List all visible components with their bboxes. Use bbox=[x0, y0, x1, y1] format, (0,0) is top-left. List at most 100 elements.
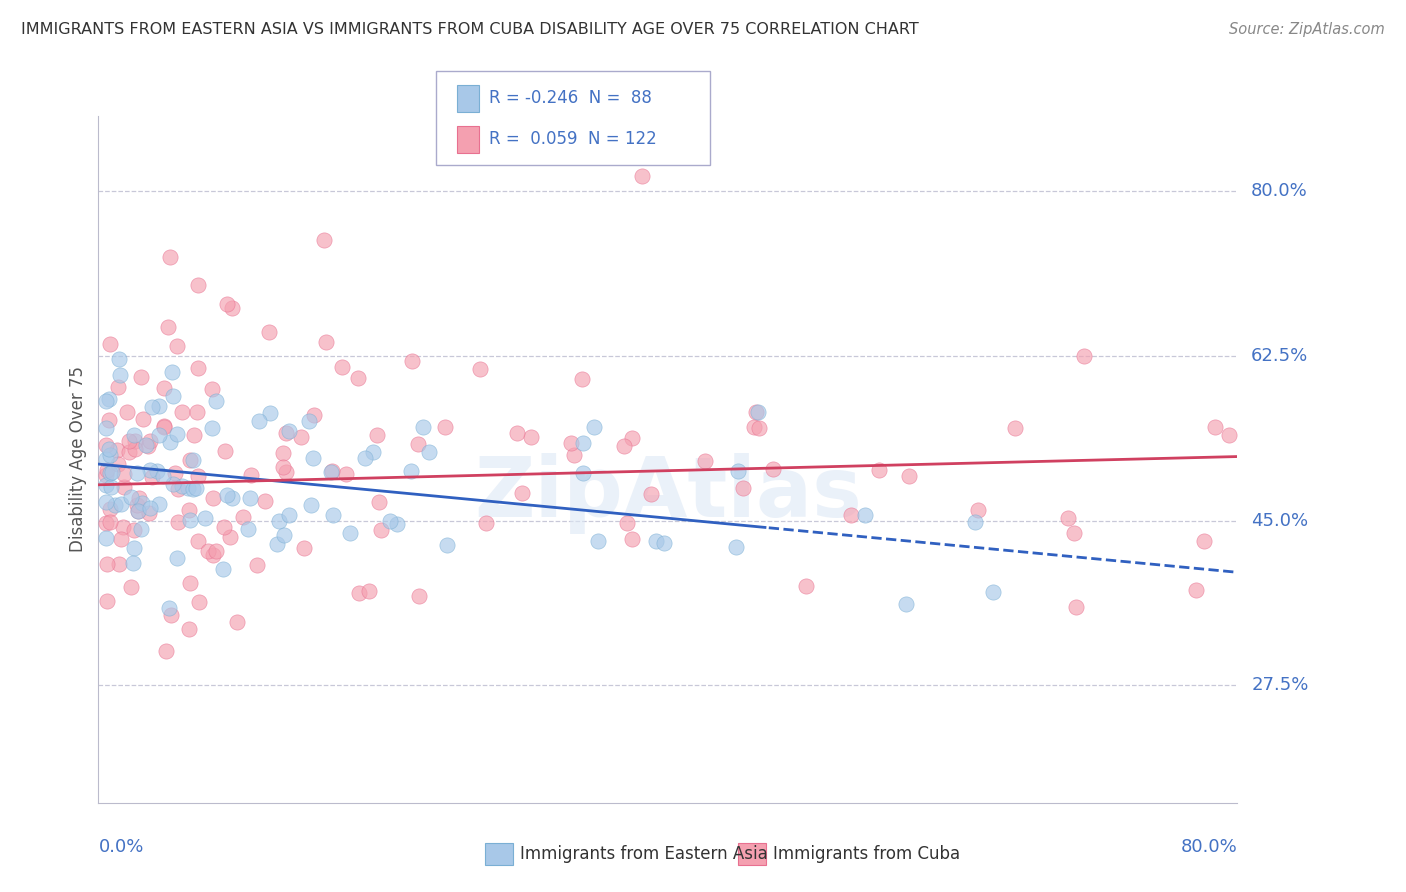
Point bbox=[271, 446, 294, 460]
Point bbox=[148, 497, 170, 511]
Point bbox=[361, 444, 384, 458]
Point bbox=[359, 583, 381, 598]
Point bbox=[179, 576, 201, 591]
Point bbox=[166, 551, 188, 566]
Point bbox=[107, 380, 129, 394]
Point bbox=[1185, 583, 1208, 598]
Point bbox=[335, 467, 357, 481]
Point bbox=[110, 497, 132, 511]
Point bbox=[204, 393, 226, 408]
Point bbox=[135, 438, 157, 452]
Point bbox=[468, 362, 491, 376]
Point bbox=[187, 278, 209, 293]
Point bbox=[368, 495, 391, 509]
Text: 80.0%: 80.0% bbox=[1251, 182, 1308, 200]
Point bbox=[98, 515, 121, 529]
Y-axis label: Disability Age Over 75: Disability Age Over 75 bbox=[69, 367, 87, 552]
Point bbox=[744, 420, 766, 434]
Point bbox=[112, 467, 135, 482]
Point bbox=[640, 487, 662, 501]
Point bbox=[163, 466, 186, 480]
Point bbox=[201, 549, 224, 563]
Point bbox=[1057, 511, 1080, 525]
Point bbox=[156, 320, 179, 334]
Point bbox=[232, 510, 254, 524]
Point bbox=[124, 427, 146, 442]
Point bbox=[96, 463, 118, 477]
Point bbox=[94, 420, 117, 434]
Point bbox=[129, 522, 152, 536]
Point bbox=[122, 556, 145, 570]
Point bbox=[762, 462, 785, 476]
Text: Immigrants from Eastern Asia: Immigrants from Eastern Asia bbox=[520, 845, 768, 863]
Point bbox=[302, 408, 325, 422]
Point bbox=[94, 516, 117, 531]
Point bbox=[94, 478, 117, 492]
Point bbox=[277, 424, 299, 438]
Text: R = -0.246  N =  88: R = -0.246 N = 88 bbox=[489, 89, 652, 107]
Point bbox=[179, 453, 201, 467]
Point bbox=[139, 463, 162, 477]
Point bbox=[166, 426, 188, 441]
Point bbox=[166, 339, 188, 353]
Point bbox=[238, 522, 260, 536]
Point bbox=[160, 607, 183, 622]
Point bbox=[273, 527, 295, 541]
Point bbox=[108, 368, 131, 383]
Point bbox=[179, 622, 201, 636]
Point bbox=[259, 326, 281, 340]
Point bbox=[292, 541, 315, 556]
Point bbox=[127, 504, 149, 518]
Point bbox=[187, 533, 209, 548]
Point bbox=[731, 481, 754, 495]
Point bbox=[98, 502, 121, 516]
Point bbox=[152, 469, 174, 483]
Point bbox=[97, 442, 120, 456]
Point bbox=[118, 444, 141, 458]
Point bbox=[186, 405, 208, 419]
Point bbox=[560, 436, 582, 450]
Point bbox=[436, 538, 458, 552]
Point bbox=[187, 361, 209, 376]
Point bbox=[219, 530, 242, 544]
Point bbox=[205, 544, 228, 558]
Point bbox=[302, 451, 325, 466]
Point bbox=[412, 419, 434, 434]
Text: 80.0%: 80.0% bbox=[1181, 838, 1237, 855]
Point bbox=[321, 466, 343, 480]
Point bbox=[582, 419, 605, 434]
Point bbox=[267, 515, 290, 529]
Point bbox=[274, 425, 297, 440]
Point bbox=[299, 498, 322, 512]
Point bbox=[132, 411, 155, 425]
Point bbox=[1073, 349, 1095, 363]
Point bbox=[965, 515, 987, 529]
Text: ZipAtlas: ZipAtlas bbox=[474, 453, 862, 534]
Point bbox=[124, 434, 146, 449]
Text: IMMIGRANTS FROM EASTERN ASIA VS IMMIGRANTS FROM CUBA DISABILITY AGE OVER 75 CORR: IMMIGRANTS FROM EASTERN ASIA VS IMMIGRAN… bbox=[21, 22, 920, 37]
Point bbox=[276, 465, 298, 479]
Point bbox=[221, 301, 243, 316]
Point bbox=[298, 414, 321, 428]
Text: 27.5%: 27.5% bbox=[1251, 676, 1309, 694]
Point bbox=[408, 437, 430, 451]
Point bbox=[167, 515, 190, 529]
Point bbox=[94, 452, 117, 467]
Point bbox=[124, 541, 146, 556]
Point bbox=[131, 496, 153, 510]
Point bbox=[148, 427, 170, 442]
Point bbox=[127, 499, 149, 513]
Point bbox=[794, 579, 817, 593]
Point bbox=[139, 434, 162, 448]
Point bbox=[520, 430, 543, 444]
Point bbox=[97, 413, 120, 427]
Point bbox=[266, 537, 288, 551]
Point bbox=[94, 438, 117, 452]
Point bbox=[148, 400, 170, 414]
Point bbox=[727, 464, 749, 478]
Point bbox=[128, 491, 150, 505]
Point bbox=[271, 459, 294, 474]
Point bbox=[387, 516, 409, 531]
Point bbox=[259, 406, 281, 420]
Point bbox=[238, 491, 260, 505]
